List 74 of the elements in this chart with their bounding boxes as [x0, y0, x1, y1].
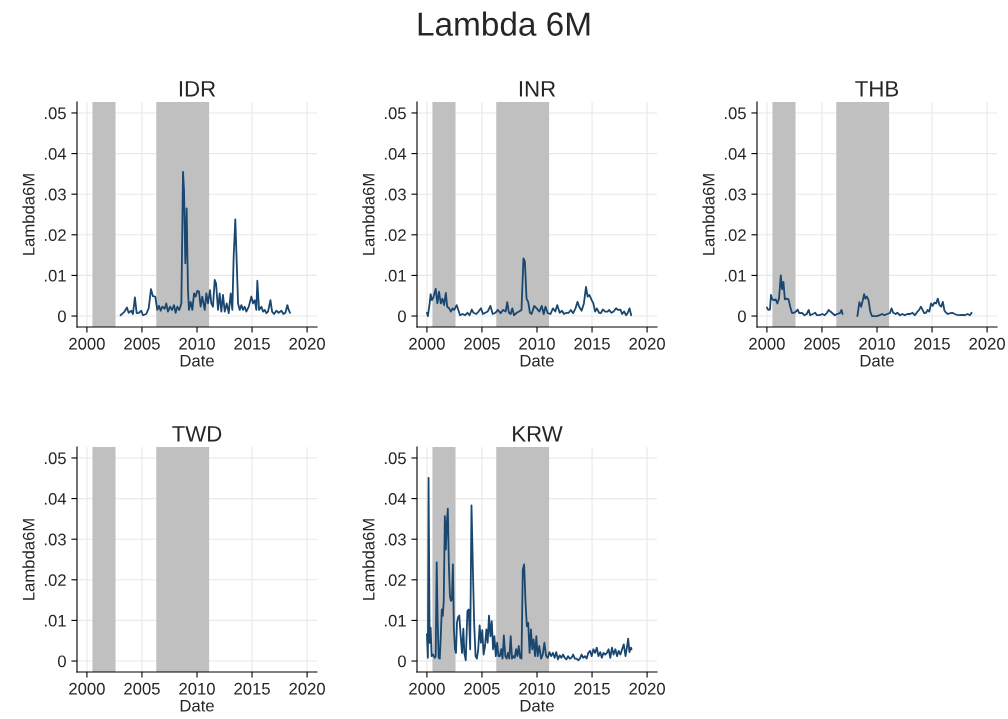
text: Lambda 6M [418, 11, 590, 36]
y-tick-label: .02 [44, 574, 66, 587]
x-tick-label: 2000 [409, 337, 445, 350]
y-tick-label: .03 [44, 533, 66, 546]
y-axis-title: Lambda6M [702, 174, 715, 255]
x-tick-label: 2005 [464, 337, 500, 350]
y-tick-label: .03 [44, 188, 66, 201]
y-axis-title: Lambda6M [362, 519, 375, 600]
x-tick-label: 2005 [804, 337, 840, 350]
y-tick-label: .02 [384, 574, 406, 587]
line-series [426, 476, 633, 662]
x-tick-label: 2020 [289, 337, 325, 350]
line-series [426, 257, 633, 317]
y-tick-label: .01 [384, 614, 406, 627]
y-tick-label: .02 [384, 229, 406, 242]
y-tick-label: .01 [44, 269, 66, 282]
y-tick-label: .03 [384, 533, 406, 546]
y-tick-label: .05 [384, 107, 406, 120]
x-tick-label: 2015 [574, 682, 610, 695]
x-tick-label: 2005 [124, 337, 160, 350]
x-tick-label: 2020 [629, 337, 665, 350]
x-tick-label: 2000 [749, 337, 785, 350]
x-axis-title: Date [180, 354, 214, 367]
y-tick-label: 0 [57, 655, 66, 668]
y-tick-label: .04 [384, 492, 407, 505]
x-tick-label: 2005 [464, 682, 500, 695]
chart-title: INR [519, 81, 556, 97]
y-tick-label: .01 [384, 269, 406, 282]
x-tick-label: 2000 [69, 682, 105, 695]
y-tick-label: 0 [57, 310, 66, 323]
x-tick-label: 2000 [69, 337, 105, 350]
y-axis-title: Lambda6M [22, 519, 35, 600]
x-tick-label: 2010 [179, 337, 215, 350]
x-tick-label: 2010 [179, 682, 215, 695]
x-tick-label: 2020 [629, 682, 665, 695]
line-series [119, 170, 291, 317]
chart-title: KRW [513, 426, 563, 442]
y-tick-label: .05 [384, 452, 406, 465]
x-tick-label: 2015 [234, 337, 270, 350]
y-tick-label: .03 [724, 188, 746, 201]
y-tick-label: .02 [724, 229, 746, 242]
x-tick-label: 2010 [859, 337, 895, 350]
chart-title: IDR [179, 81, 216, 97]
x-axis-title: Date [860, 354, 894, 367]
y-tick-label: 0 [397, 655, 406, 668]
y-axis-title: Lambda6M [362, 174, 375, 255]
chart-title: THB [855, 81, 899, 97]
y-tick-label: .04 [384, 147, 407, 160]
x-tick-label: 2010 [519, 682, 555, 695]
x-tick-label: 2020 [289, 682, 325, 695]
y-tick-label: 0 [737, 310, 746, 323]
y-tick-label: 0 [397, 310, 406, 323]
x-axis-title: Date [520, 354, 554, 367]
y-tick-label: .04 [44, 492, 67, 505]
y-tick-label: .04 [44, 147, 67, 160]
y-tick-label: .05 [44, 107, 66, 120]
x-axis-title: Date [180, 699, 214, 712]
x-tick-label: 2015 [914, 337, 950, 350]
x-tick-label: 2000 [409, 682, 445, 695]
x-tick-label: 2005 [124, 682, 160, 695]
y-tick-label: .04 [724, 147, 747, 160]
chart-title: TWD [172, 426, 222, 442]
y-tick-label: .01 [44, 614, 66, 627]
x-tick-label: 2020 [969, 337, 1005, 350]
x-tick-label: 2015 [574, 337, 610, 350]
x-tick-label: 2015 [234, 682, 270, 695]
y-tick-label: .05 [724, 107, 746, 120]
y-tick-label: .01 [724, 269, 746, 282]
y-axis-title: Lambda6M [22, 174, 35, 255]
x-tick-label: 2010 [519, 337, 555, 350]
y-tick-label: .02 [44, 229, 66, 242]
y-tick-label: .03 [384, 188, 406, 201]
y-tick-label: .05 [44, 452, 66, 465]
x-axis-title: Date [520, 699, 554, 712]
